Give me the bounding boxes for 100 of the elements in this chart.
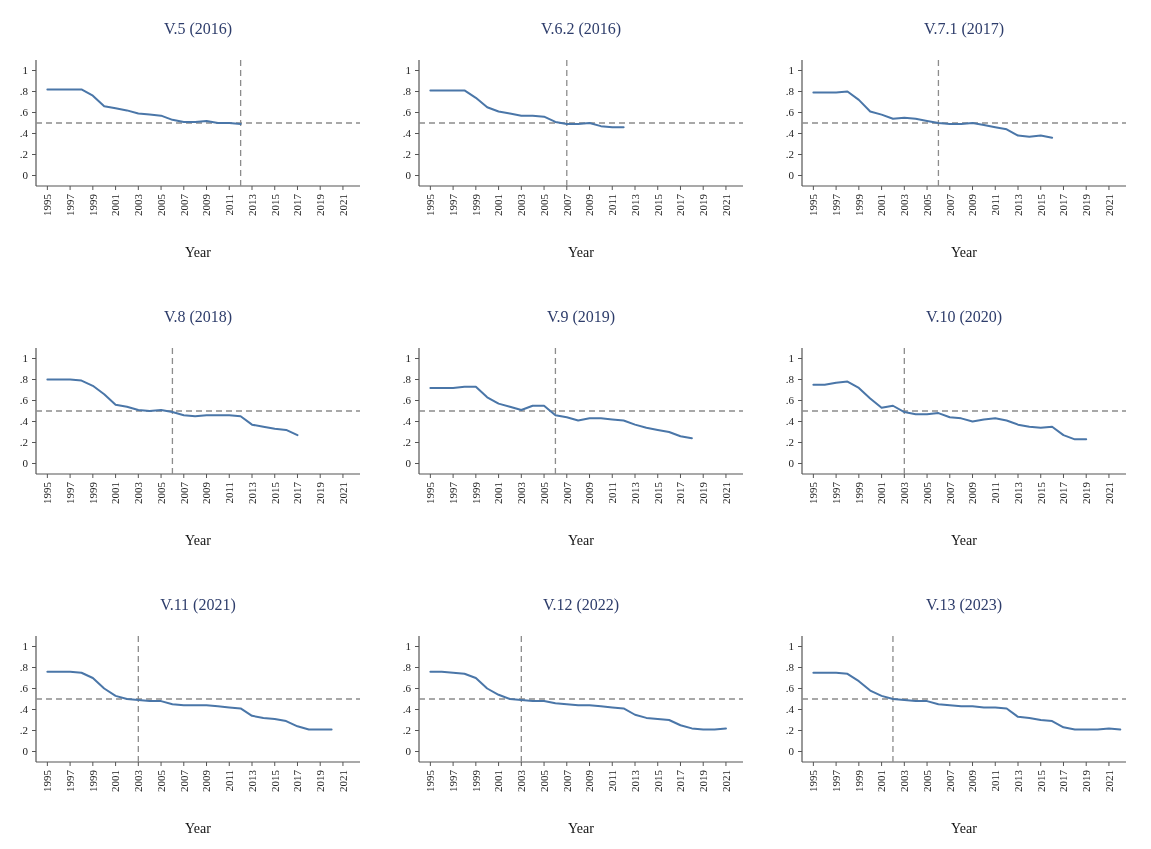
x-tick-label: 2005 [154,481,167,504]
x-tick-label: 2017 [674,193,687,216]
y-tick-label: .2 [785,148,794,161]
y-tick-label: 0 [788,169,795,182]
chart-title: V.13 (2023) [925,596,1003,614]
y-tick-label: 0 [405,169,412,182]
x-tick-label: 1999 [469,481,482,504]
chart-title: V.12 (2022) [542,596,620,614]
x-tick-label: 1999 [852,193,865,216]
y-tick-label: .2 [19,436,28,449]
x-tick-label: 1999 [852,769,865,792]
y-tick-label: .6 [19,394,29,407]
x-tick-label: 2013 [628,193,641,216]
x-tick-label: 1999 [469,769,482,792]
x-tick-label: 1997 [63,193,76,216]
x-tick-label: 2005 [920,481,933,504]
y-tick-label: .6 [785,682,795,695]
x-tick-label: 2021 [719,770,732,792]
x-tick-label: 2007 [943,193,956,216]
x-tick-label: 2015 [268,769,281,792]
y-tick-label: .8 [785,661,795,674]
x-tick-label: 1995 [424,769,437,792]
x-tick-label: 1995 [424,193,437,216]
x-tick-label: 2011 [989,482,1002,504]
x-tick-label: 2013 [1011,193,1024,216]
x-tick-label: 2021 [1102,194,1115,216]
y-tick-label: .4 [19,127,29,140]
line-series [429,89,625,129]
x-tick-label: 2001 [492,770,505,792]
x-tick-label: 2019 [697,769,710,792]
x-tick-label: 1995 [41,193,54,216]
x-tick-label: 2005 [154,193,167,216]
x-tick-label: 1995 [41,769,54,792]
line-series [46,670,333,731]
x-tick-label: 2019 [314,193,327,216]
x-tick-label: 2001 [875,194,888,216]
y-tick-label: 1 [405,640,411,653]
y-tick-label: 1 [22,352,28,365]
chart-title: V.6.2 (2016) [540,20,622,38]
x-tick-label: 2001 [109,770,122,792]
x-tick-label: 1997 [829,193,842,216]
x-tick-label: 2009 [966,481,979,504]
x-tick-label: 2009 [966,193,979,216]
x-tick-label: 2017 [1057,481,1070,504]
y-tick-label: .2 [402,724,411,737]
y-tick-label: .2 [402,148,411,161]
x-tick-label: 2005 [537,193,550,216]
y-tick-label: .6 [402,394,412,407]
chart-title: V.11 (2021) [160,596,236,614]
x-tick-label: 2003 [898,769,911,792]
x-tick-label: 2017 [1057,769,1070,792]
x-tick-label: 1997 [829,481,842,504]
y-tick-label: .8 [19,661,29,674]
x-axis-title: Year [951,245,978,260]
y-tick-label: .8 [19,373,29,386]
chart-title: V.10 (2020) [925,308,1003,326]
x-tick-label: 2011 [223,194,236,216]
x-tick-label: 2017 [291,481,304,504]
x-tick-label: 2015 [268,481,281,504]
y-tick-label: .2 [19,148,28,161]
x-tick-label: 2013 [245,769,258,792]
x-axis-title: Year [185,245,212,260]
x-tick-label: 2003 [898,481,911,504]
x-tick-label: 2019 [697,193,710,216]
x-tick-label: 2003 [132,769,145,792]
x-tick-label: 1997 [63,481,76,504]
y-tick-label: .8 [19,85,29,98]
x-tick-label: 2009 [200,193,213,216]
x-tick-label: 1997 [829,769,842,792]
x-tick-label: 1997 [446,193,459,216]
line-series [812,671,1122,731]
x-tick-label: 2007 [177,193,190,216]
line-series [812,90,1054,139]
x-tick-label: 2017 [1057,193,1070,216]
x-axis-title: Year [568,821,595,836]
x-tick-label: 2005 [537,481,550,504]
chart-title: V.9 (2019) [546,308,616,326]
x-tick-label: 2011 [989,194,1002,216]
y-tick-label: .8 [785,85,795,98]
x-tick-label: 2017 [291,769,304,792]
x-tick-label: 2015 [1034,769,1047,792]
x-axis-title: Year [951,821,978,836]
y-tick-label: .2 [19,724,28,737]
y-tick-label: 0 [22,457,29,470]
x-tick-label: 2003 [515,481,528,504]
y-tick-label: 1 [788,352,794,365]
x-tick-label: 1995 [807,193,820,216]
x-tick-label: 2009 [583,769,596,792]
x-tick-label: 1995 [41,481,54,504]
y-tick-label: .4 [402,415,412,428]
x-tick-label: 2003 [515,769,528,792]
y-tick-label: .4 [785,703,795,716]
y-tick-label: .4 [19,415,29,428]
x-tick-label: 2011 [223,482,236,504]
x-tick-label: 2001 [109,194,122,216]
x-axis-title: Year [185,821,212,836]
x-tick-label: 2015 [268,193,281,216]
x-tick-label: 2011 [606,770,619,792]
x-tick-label: 2007 [560,481,573,504]
x-tick-label: 2007 [177,481,190,504]
